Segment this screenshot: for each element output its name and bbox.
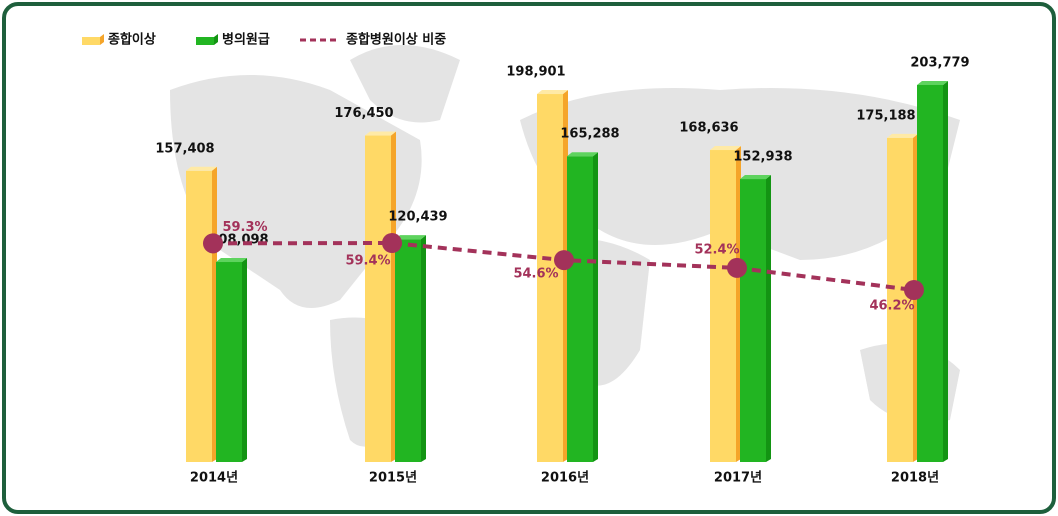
legend-swatch-side [214,34,218,45]
bar [365,135,391,463]
bar-value-label: 168,636 [679,121,738,136]
legend-label: 종합이상 [108,32,156,48]
bar-side [391,131,396,463]
line-marker [554,250,574,271]
bar-top [186,166,217,171]
bar-value-label: 165,288 [560,127,619,142]
legend-swatch [82,37,100,45]
bar-value-label: 108,098 [209,233,268,248]
bar-top [365,131,396,136]
bar-value-label: 203,779 [910,56,969,71]
bar [567,156,593,462]
bar [710,150,736,462]
bar [216,262,242,462]
bar-side [943,81,948,462]
bar-value-label: 175,188 [856,108,915,123]
line-value-label: 59.3% [222,220,267,235]
line-marker [904,280,924,300]
legend-swatch-side [100,34,104,45]
x-tick-label: 2017년 [714,471,762,486]
bar-value-label: 198,901 [506,65,565,80]
bar [186,170,212,462]
bar-top [537,90,568,95]
bar-top [887,133,918,138]
bar-value-label: 120,439 [388,210,447,225]
bar-top [216,258,247,263]
bar-side [242,258,247,462]
line-marker [382,233,402,253]
line-value-label: 46.2% [869,299,914,314]
x-tick-label: 2018년 [891,471,939,486]
line-value-label: 54.6% [513,267,558,282]
bar [740,179,766,463]
bar-value-label: 176,450 [334,106,393,121]
line-value-label: 59.4% [345,254,390,269]
bar-value-label: 157,408 [155,141,214,156]
bar [887,137,913,462]
bar-top [740,175,771,180]
bar [395,239,421,462]
bar-side [563,90,568,463]
bar-top [395,235,426,240]
bar [917,85,943,462]
bar [537,94,563,463]
bar-side [593,152,598,462]
x-tick-label: 2016년 [541,471,589,486]
line-marker [203,233,223,254]
bar-top [917,81,948,85]
legend-swatch [196,37,214,45]
bar-side [736,146,741,462]
line-value-label: 52.4% [694,242,739,257]
line-marker [727,257,747,278]
bar-side [421,235,426,462]
bar-value-label: 152,938 [733,150,792,165]
x-tick-label: 2015년 [369,471,417,486]
bar-top [710,146,741,151]
legend-label: 종합병원이상 비중 [346,32,446,48]
bar-top [567,152,598,157]
x-tick-label: 2014년 [190,471,238,486]
bar-side [766,175,771,463]
legend-label: 병의원급 [222,32,270,48]
